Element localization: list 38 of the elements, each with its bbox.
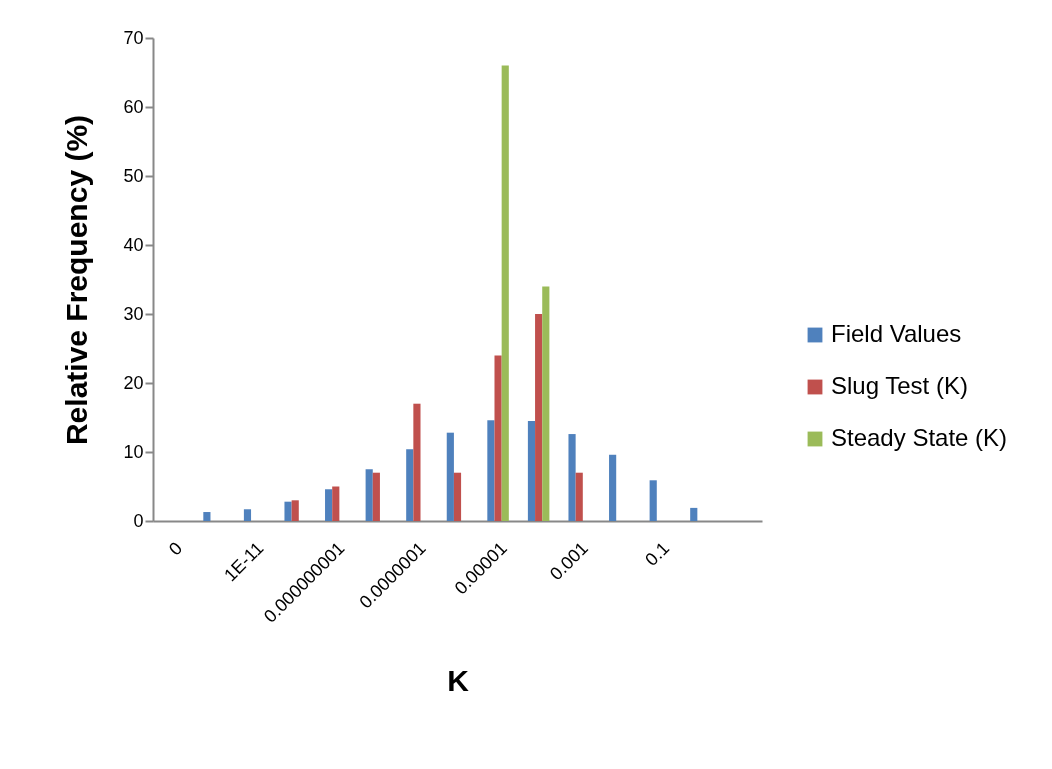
legend-label: Steady State (K)	[831, 424, 1008, 451]
bar	[527, 420, 536, 521]
bar	[690, 507, 698, 521]
bar	[325, 489, 333, 521]
bar	[609, 454, 617, 521]
y-tick-label: 30	[123, 303, 144, 324]
bar	[494, 355, 502, 521]
bar	[487, 420, 495, 521]
y-tick-label: 10	[123, 441, 144, 462]
bar	[413, 403, 421, 521]
y-axis-title: Relative Frequency (%)	[60, 114, 94, 446]
x-tick-label: 0.1	[641, 538, 674, 570]
bar	[284, 501, 292, 521]
bar	[365, 469, 373, 521]
bar	[453, 472, 462, 521]
y-tick-label: 60	[123, 96, 144, 117]
y-tick-label: 40	[123, 234, 144, 255]
bar	[291, 500, 299, 521]
bar	[568, 434, 576, 521]
bar	[535, 314, 543, 521]
y-tick-label: 50	[123, 165, 144, 186]
bar	[372, 472, 380, 521]
bar	[332, 486, 340, 521]
bar	[501, 65, 509, 521]
legend-label: Slug Test (K)	[831, 372, 968, 399]
legend-label: Field Values	[831, 320, 962, 347]
y-tick-label: 0	[133, 510, 144, 531]
bar	[446, 432, 454, 521]
bar	[243, 509, 252, 521]
bar	[203, 512, 211, 521]
bar	[542, 286, 550, 521]
bar	[649, 480, 657, 521]
x-axis-title: K	[447, 663, 470, 697]
y-tick-label: 20	[123, 372, 144, 393]
bar	[406, 449, 414, 521]
y-tick-label: 70	[123, 27, 144, 48]
bar	[575, 472, 583, 521]
x-tick-label: 0	[164, 538, 187, 560]
